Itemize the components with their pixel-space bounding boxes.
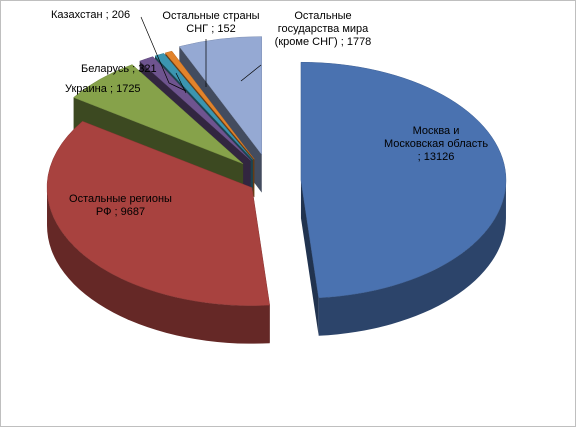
slice-side — [300, 180, 319, 336]
label-part: 13126 — [423, 151, 455, 163]
data-label: Казахстан ; 206 — [51, 9, 130, 22]
data-label: Москва и Московская область ; 13126 — [381, 125, 491, 164]
label-part: Украина — [65, 83, 107, 95]
label-part: 1778 — [346, 36, 372, 48]
data-label: Беларусь ; 321 — [81, 63, 157, 76]
data-label: Остальные регионы РФ ; 9687 — [63, 193, 178, 219]
label-part: 206 — [111, 9, 131, 21]
leader-line — [175, 72, 187, 94]
slice — [73, 64, 244, 165]
data-label: Остальные страны СНГ ; 152 — [151, 10, 271, 36]
label-part: 9687 — [120, 206, 146, 218]
label-part: ; — [132, 63, 136, 75]
label-part: 1725 — [116, 83, 141, 95]
slice — [139, 56, 251, 161]
label-part: ; — [105, 9, 109, 21]
label-part: ; — [340, 36, 344, 48]
label-part: Москва и Московская область — [383, 125, 489, 150]
slice-wall — [47, 187, 270, 344]
leader-line — [240, 64, 262, 82]
label-part: Казахстан — [51, 9, 103, 21]
slice — [178, 36, 263, 156]
label-part: Остальные регионы РФ — [69, 193, 172, 218]
data-label: Остальные государства мира (кроме СНГ) ;… — [263, 10, 383, 49]
slice-wall — [318, 180, 506, 336]
label-part: Остальные государства мира (кроме СНГ) — [274, 10, 369, 48]
label-part: Беларусь — [81, 63, 130, 75]
label-part: Остальные страны СНГ — [162, 10, 260, 35]
leader-line — [140, 16, 187, 92]
label-part: ; — [211, 23, 215, 35]
slice — [46, 121, 271, 306]
slice — [164, 50, 255, 160]
label-part: 321 — [138, 63, 157, 75]
label-part: 152 — [217, 23, 236, 35]
label-part: ; — [109, 83, 114, 95]
slice — [300, 61, 507, 299]
label-part: ; — [417, 151, 421, 163]
label-part: ; — [114, 206, 118, 218]
data-label: Украина ; 1725 — [65, 83, 141, 96]
